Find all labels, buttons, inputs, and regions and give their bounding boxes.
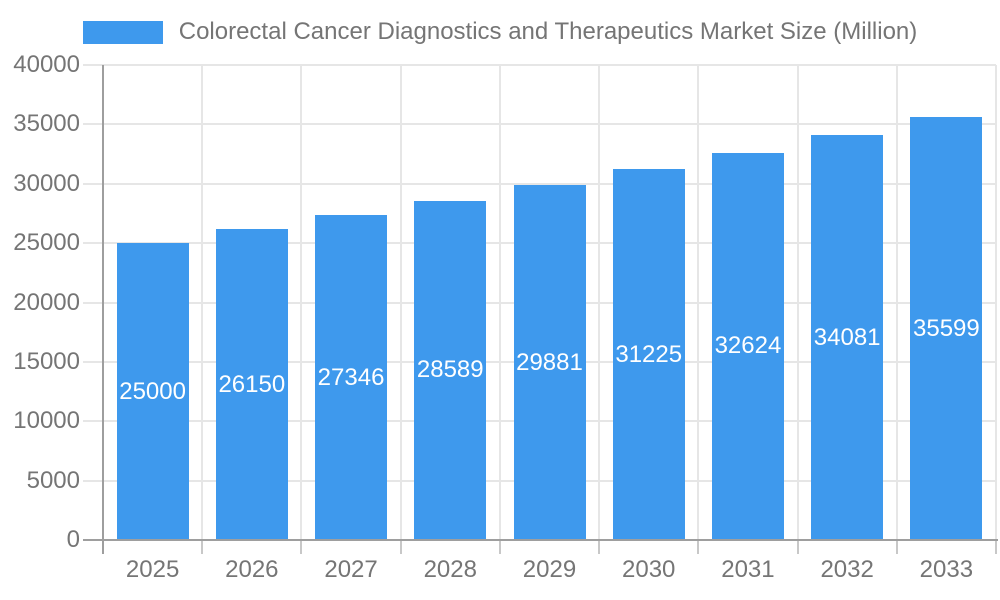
y-axis-tick-label: 40000 xyxy=(13,51,80,78)
legend-swatch-icon xyxy=(82,20,163,44)
y-axis-tick-label: 25000 xyxy=(13,229,80,257)
bar xyxy=(513,185,586,540)
x-axis-tick-label: 2029 xyxy=(522,556,577,583)
bar-value-label: 25000 xyxy=(119,377,186,405)
x-gridline xyxy=(697,65,700,540)
x-axis-tick xyxy=(399,540,402,554)
x-axis-tick xyxy=(697,540,700,554)
x-axis-tick xyxy=(796,540,799,554)
x-axis-tick-label: 2028 xyxy=(423,556,477,583)
x-axis-tick xyxy=(300,540,303,554)
x-gridline xyxy=(796,65,799,540)
x-axis-tick-label: 2032 xyxy=(820,556,874,583)
bar-value-label: 34081 xyxy=(813,323,881,351)
x-axis-tick-label: 2031 xyxy=(721,556,775,583)
bar-value-label: 28589 xyxy=(416,356,484,384)
bar-value-label: 32624 xyxy=(714,332,782,360)
y-gridline xyxy=(83,64,996,66)
x-gridline xyxy=(895,65,898,540)
x-axis-tick-label: 2025 xyxy=(125,556,180,583)
y-axis-tick-label: 10000 xyxy=(13,407,80,435)
bar-value-label: 29881 xyxy=(516,348,583,376)
x-gridline xyxy=(399,65,402,540)
x-gridline xyxy=(300,65,303,540)
bar xyxy=(414,200,487,540)
legend-item[interactable]: Colorectal Cancer Diagnostics and Therap… xyxy=(82,18,918,46)
y-axis-tick-label: 0 xyxy=(66,526,80,553)
y-axis-tick-label: 15000 xyxy=(13,347,80,375)
y-axis-tick-label: 5000 xyxy=(26,466,80,494)
bar xyxy=(612,169,685,540)
bar xyxy=(215,229,288,540)
bar-value-label: 35599 xyxy=(913,314,980,342)
y-axis-tick-label: 35000 xyxy=(13,110,80,138)
bar xyxy=(811,135,884,540)
x-axis-tick-label: 2026 xyxy=(225,556,279,583)
x-gridline xyxy=(498,65,501,540)
bar-value-label: 31225 xyxy=(615,340,683,368)
y-axis-tick-label: 30000 xyxy=(13,169,80,197)
chart-title: Colorectal Cancer Diagnostics and Therap… xyxy=(178,18,918,45)
x-axis-line xyxy=(83,539,998,541)
bar xyxy=(315,215,388,540)
x-axis-tick xyxy=(498,540,501,554)
x-axis-tick xyxy=(201,540,204,554)
bar-value-label: 26150 xyxy=(218,370,286,398)
bar xyxy=(910,117,983,540)
x-gridline xyxy=(995,65,997,540)
x-gridline xyxy=(598,65,601,540)
x-axis-tick xyxy=(995,540,997,554)
y-axis-tick-label: 20000 xyxy=(13,288,80,316)
y-gridline xyxy=(83,123,996,126)
bar xyxy=(116,243,189,540)
x-axis-tick-label: 2030 xyxy=(622,556,676,583)
legend: Colorectal Cancer Diagnostics and Therap… xyxy=(0,17,1000,47)
y-gridline xyxy=(83,182,996,185)
x-axis-tick xyxy=(598,540,601,554)
y-axis-line xyxy=(102,65,104,554)
bar xyxy=(711,152,784,540)
x-axis-tick-label: 2033 xyxy=(919,556,974,583)
x-axis-tick-label: 2027 xyxy=(324,556,378,583)
bar-value-label: 27346 xyxy=(317,363,385,391)
x-axis-tick xyxy=(895,540,898,554)
x-gridline xyxy=(201,65,204,540)
